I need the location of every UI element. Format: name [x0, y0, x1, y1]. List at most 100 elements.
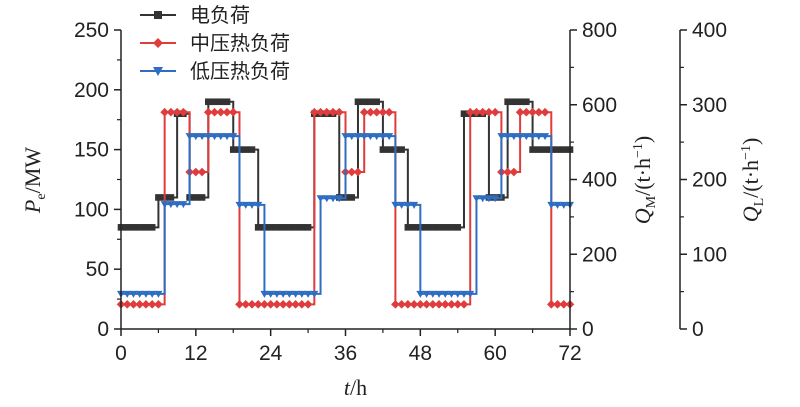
data-point: [366, 107, 375, 117]
data-point: [403, 300, 413, 309]
data-point: [242, 146, 250, 153]
legend-item-1: 中压热负荷: [140, 31, 290, 55]
data-point: [160, 201, 169, 209]
legend-item-0: 电负荷: [140, 3, 250, 27]
data-point: [210, 107, 219, 117]
data-point: [347, 133, 356, 141]
data-point: [198, 133, 207, 141]
data-point: [341, 133, 350, 141]
data-point: [286, 224, 293, 231]
data-point: [155, 194, 162, 201]
qm-tick-label: 200: [582, 243, 617, 266]
axis-title-sub: L: [752, 198, 767, 207]
data-point: [422, 290, 431, 298]
data-point: [279, 224, 287, 231]
data-point: [229, 133, 238, 141]
data-point: [428, 300, 438, 309]
data-point: [191, 133, 200, 141]
axes: 0 12 24 36 48 60 72050100150200250020040060080…: [20, 19, 767, 400]
data-point: [266, 290, 275, 298]
x-tick-label: 48: [409, 342, 432, 365]
data-point: [434, 300, 444, 309]
data-point: [367, 98, 374, 106]
pe-tick-label: 250: [74, 19, 109, 42]
data-point: [353, 133, 362, 141]
ql-tick-label: 0: [692, 318, 704, 341]
data-point: [278, 300, 288, 309]
data-point: [459, 300, 469, 309]
data-point: [223, 98, 231, 106]
data-point: [554, 146, 561, 153]
data-point: [503, 133, 512, 141]
data-point: [310, 107, 319, 117]
x-tick-label: 60: [483, 342, 506, 365]
data-point: [560, 146, 568, 153]
data-point: [285, 290, 294, 298]
legend-label: 中压热负荷: [190, 31, 290, 55]
ql-tick-label: 400: [692, 19, 727, 42]
data-point: [523, 98, 530, 106]
data-point: [522, 133, 531, 141]
data-point: [316, 107, 325, 117]
data-point: [397, 300, 406, 309]
data-point: [373, 98, 380, 106]
data-point: [292, 224, 299, 231]
pe-tick-label: 100: [74, 198, 109, 221]
ql-tick-label: 300: [692, 94, 727, 117]
data-point: [354, 98, 362, 106]
data-point: [378, 107, 388, 117]
data-point: [509, 167, 519, 177]
data-point: [510, 98, 518, 106]
qm-tick-label: 600: [582, 94, 617, 117]
axis-title-unit: /(t·h: [630, 158, 655, 196]
data-point: [260, 290, 269, 298]
data-point: [385, 133, 394, 141]
data-point: [229, 146, 237, 153]
data-point: [491, 195, 500, 203]
data-point: [148, 290, 157, 298]
data-point: [540, 107, 550, 117]
data-point: [173, 201, 182, 209]
data-point: [360, 98, 368, 106]
data-point: [135, 300, 145, 309]
data-point: [391, 201, 400, 209]
data-point: [154, 290, 163, 298]
x-tick-label: 12: [184, 342, 207, 365]
plot-area: [116, 98, 575, 309]
data-point: [484, 195, 493, 203]
data-point: [410, 224, 418, 231]
data-point: [148, 224, 156, 231]
ql-tick-label: 100: [692, 243, 727, 266]
data-point: [136, 224, 144, 231]
data-point: [247, 300, 257, 309]
data-point: [559, 300, 569, 309]
data-point: [185, 133, 194, 141]
data-point: [359, 107, 369, 117]
axis-title-unit: /(t·h: [738, 160, 763, 198]
data-point: [316, 195, 325, 203]
data-point: [478, 195, 487, 203]
data-point: [291, 290, 300, 298]
legend-item-2: 低压热负荷: [140, 59, 290, 83]
data-point: [154, 300, 163, 309]
axis-title-var: Q: [738, 206, 763, 222]
data-point: [416, 300, 425, 309]
data-point: [216, 133, 225, 141]
data-point: [428, 290, 437, 298]
data-point: [447, 300, 456, 309]
data-point: [122, 300, 132, 309]
data-point: [478, 107, 487, 117]
legend-marker: [153, 67, 163, 76]
x-tick-label: 72: [558, 342, 581, 365]
data-point: [141, 290, 150, 298]
data-point: [348, 194, 356, 201]
data-point: [435, 224, 443, 231]
data-point: [129, 300, 138, 309]
data-point: [272, 290, 281, 298]
data-point: [166, 107, 176, 117]
ql-tick-label: 200: [692, 169, 727, 192]
data-point: [304, 290, 313, 298]
legend-marker: [154, 11, 162, 19]
axis-title-sup: −1: [739, 145, 754, 160]
data-point: [404, 224, 412, 231]
